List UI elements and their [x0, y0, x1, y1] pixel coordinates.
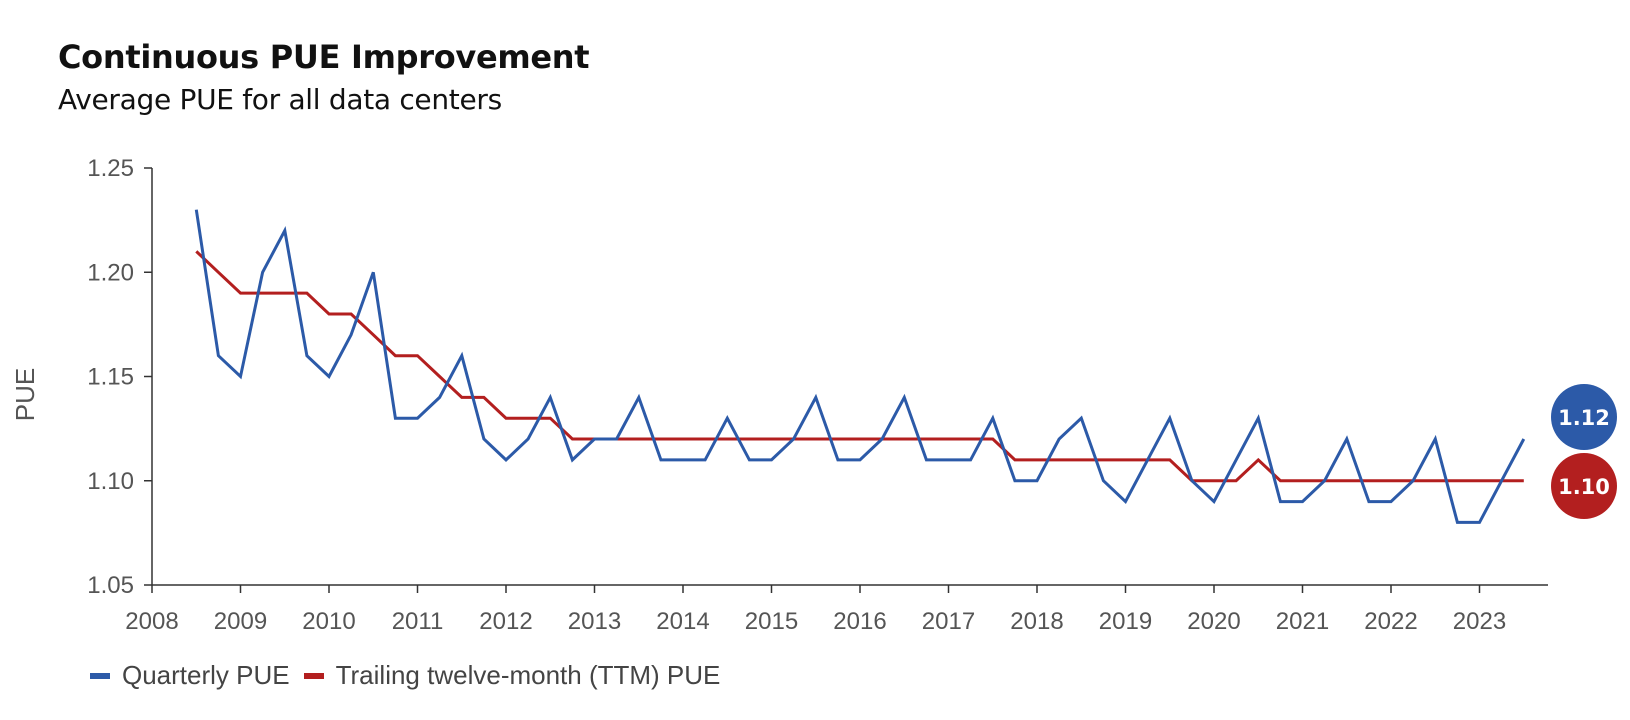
x-tick-label: 2015	[745, 608, 798, 635]
chart-axes: 1.25 1.20 1.15 1.10 1.05 2008 2009 2010 2011 2012…	[10, 155, 1548, 635]
latest-value-badges: 1.12 1.10	[1551, 384, 1617, 519]
x-tick-label: 2023	[1453, 608, 1506, 635]
chart-legend: Quarterly PUE Trailing twelve-month (TTM…	[90, 660, 734, 691]
x-tick-label: 2016	[833, 608, 886, 635]
chart-title: Continuous PUE Improvement	[58, 38, 590, 76]
x-tick-label: 2013	[568, 608, 621, 635]
x-tick-label: 2011	[392, 608, 444, 635]
x-tick-label: 2009	[214, 608, 267, 635]
quarterly-latest-badge-circle	[1551, 384, 1617, 450]
quarterly-latest-badge: 1.12	[1551, 384, 1617, 450]
chart-series	[194, 209, 1526, 524]
legend-item-ttm: Trailing twelve-month (TTM) PUE	[303, 660, 721, 691]
x-tick-label: 2010	[302, 608, 355, 635]
y-axis-label: PUE	[10, 368, 40, 421]
x-tick-label: 2018	[1010, 608, 1063, 635]
legend-item-quarterly: Quarterly PUE	[90, 660, 290, 691]
ttm-latest-badge-value: 1.10	[1558, 475, 1610, 499]
x-tick-label: 2014	[656, 608, 709, 635]
x-tick-label: 2012	[479, 608, 532, 635]
legend-swatch-quarterly	[90, 672, 110, 679]
y-tick-label: 1.10	[87, 468, 134, 495]
x-tick-label: 2008	[125, 608, 178, 635]
y-tick-label: 1.05	[87, 572, 134, 599]
chart-subtitle: Average PUE for all data centers	[58, 83, 502, 116]
legend-swatch-ttm	[303, 672, 324, 679]
ttm-latest-badge-circle	[1551, 453, 1617, 519]
x-tick-label: 2019	[1099, 608, 1152, 635]
x-tick-label: 2017	[922, 608, 975, 635]
quarterly-latest-badge-value: 1.12	[1558, 406, 1610, 430]
quarterly-pue-line	[194, 209, 1526, 524]
ttm-pue-line	[195, 250, 1524, 483]
x-tick-label: 2022	[1364, 608, 1417, 635]
y-tick-label: 1.20	[87, 259, 134, 286]
ttm-latest-badge: 1.10	[1551, 453, 1617, 519]
y-tick-label: 1.15	[87, 364, 134, 391]
legend-label-ttm: Trailing twelve-month (TTM) PUE	[335, 660, 721, 690]
x-tick-label: 2020	[1187, 608, 1240, 635]
x-tick-label: 2021	[1276, 608, 1329, 635]
legend-label-quarterly: Quarterly PUE	[122, 660, 290, 690]
y-tick-label: 1.25	[87, 155, 134, 182]
